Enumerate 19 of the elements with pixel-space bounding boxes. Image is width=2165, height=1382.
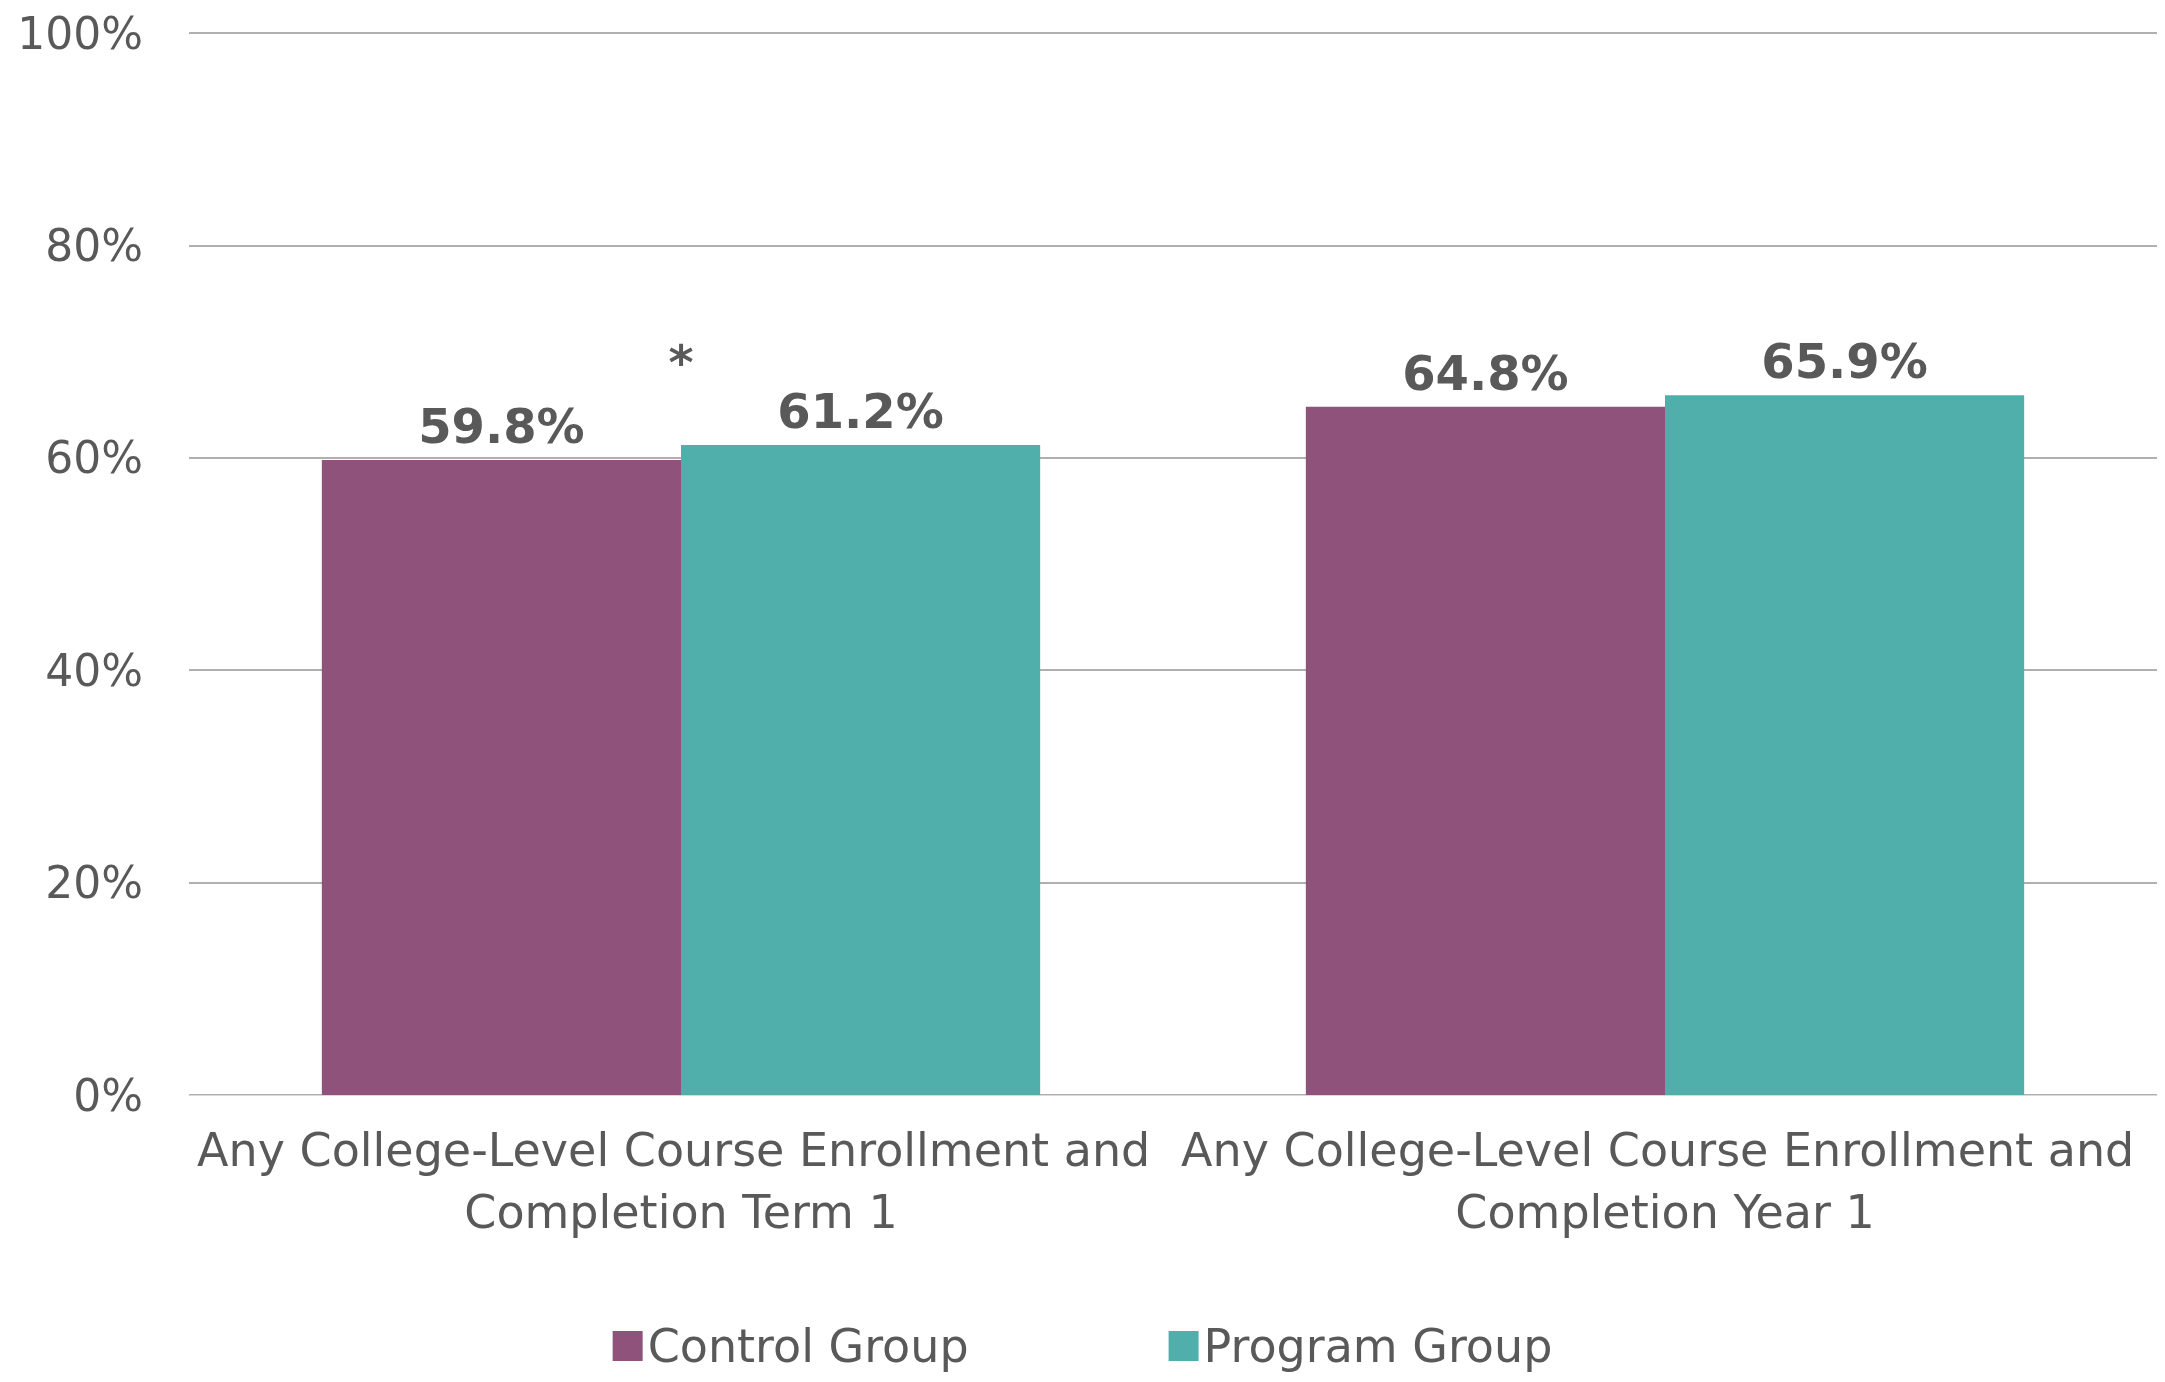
- y-tick-label: 100%: [17, 7, 143, 59]
- data-label: 64.8%: [1402, 344, 1569, 401]
- data-label: 65.9%: [1761, 333, 1928, 390]
- x-tick-label: Any College-Level Course Enrollment and Completion Year 1: [1181, 1123, 2149, 1239]
- y-tick-label: 80%: [45, 219, 143, 271]
- y-tick-label: 60%: [45, 432, 143, 484]
- bar: [681, 445, 1041, 1095]
- bar: [321, 459, 681, 1095]
- y-tick-label: 0%: [73, 1069, 143, 1121]
- y-tick-label: 20%: [45, 857, 143, 909]
- x-tick-label: Any College-Level Course Enrollment and Completion Term 1: [197, 1123, 1165, 1239]
- legend-label: Control Group: [647, 1319, 969, 1373]
- y-tick-label: 40%: [45, 644, 143, 696]
- annotation: *: [668, 334, 694, 391]
- data-label: 59.8%: [418, 397, 585, 454]
- legend-label: Program Group: [1203, 1319, 1553, 1373]
- bar: [1305, 406, 1665, 1095]
- data-label: 61.2%: [777, 383, 944, 440]
- bar: [1665, 395, 2025, 1095]
